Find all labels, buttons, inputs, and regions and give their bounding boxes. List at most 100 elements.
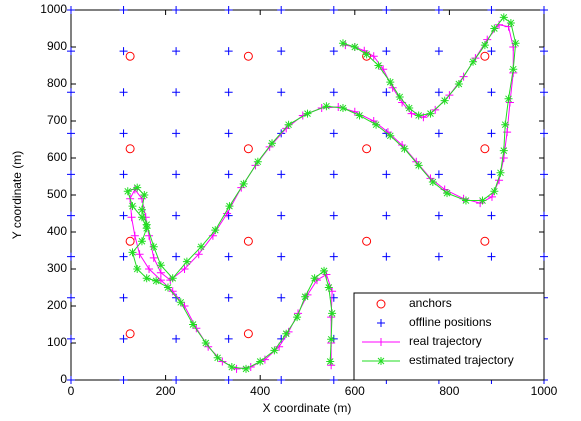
y-tick-label: 300 bbox=[47, 261, 67, 275]
point-marker bbox=[67, 376, 75, 384]
point-marker bbox=[395, 92, 404, 101]
legend-label: offline positions bbox=[409, 315, 492, 329]
point-marker bbox=[382, 47, 391, 56]
point-marker bbox=[189, 320, 198, 329]
legend-label: estimated trajectory bbox=[409, 353, 514, 367]
point-marker bbox=[67, 170, 75, 179]
point-marker bbox=[137, 237, 146, 246]
point-marker bbox=[454, 80, 463, 88]
point-marker bbox=[125, 236, 135, 246]
point-marker bbox=[213, 353, 222, 362]
point-marker bbox=[338, 104, 347, 113]
y-tick-label: 400 bbox=[47, 224, 67, 238]
point-marker bbox=[501, 120, 510, 129]
y-axis-label: Y coordinate (m) bbox=[10, 151, 24, 239]
point-marker bbox=[329, 6, 338, 14]
x-tick-label: 600 bbox=[345, 384, 365, 398]
legend-marker bbox=[377, 338, 385, 346]
point-marker bbox=[224, 293, 233, 302]
legend-marker bbox=[377, 357, 385, 365]
point-marker bbox=[224, 47, 233, 56]
point-marker bbox=[224, 170, 233, 179]
point-marker bbox=[135, 250, 144, 259]
y-tick-label: 500 bbox=[47, 187, 67, 201]
point-marker bbox=[499, 146, 508, 155]
point-marker bbox=[172, 376, 181, 384]
point-marker bbox=[329, 88, 338, 97]
point-marker bbox=[125, 329, 135, 339]
y-tick-label: 800 bbox=[47, 76, 67, 90]
point-marker bbox=[137, 205, 146, 214]
point-marker bbox=[176, 298, 185, 307]
point-marker bbox=[172, 88, 181, 97]
point-marker bbox=[329, 170, 338, 179]
y-tick-label: 900 bbox=[47, 39, 67, 53]
legend-marker bbox=[377, 319, 385, 327]
point-marker bbox=[310, 274, 319, 283]
point-marker bbox=[509, 65, 518, 74]
point-marker bbox=[506, 18, 515, 27]
point-marker bbox=[277, 88, 286, 97]
point-marker bbox=[405, 104, 414, 113]
point-marker bbox=[224, 252, 233, 261]
point-marker bbox=[480, 51, 490, 61]
point-marker bbox=[123, 187, 132, 196]
point-marker bbox=[540, 211, 548, 220]
point-marker bbox=[242, 364, 251, 373]
point-marker bbox=[322, 102, 331, 111]
point-marker bbox=[168, 287, 177, 296]
point-marker bbox=[172, 170, 181, 179]
y-tick-label: 700 bbox=[47, 113, 67, 127]
point-marker bbox=[67, 293, 75, 302]
point-marker bbox=[400, 144, 409, 153]
point-marker bbox=[540, 88, 548, 97]
point-marker bbox=[172, 252, 181, 261]
point-marker bbox=[156, 276, 165, 285]
point-marker bbox=[382, 211, 391, 220]
point-marker bbox=[67, 211, 75, 220]
point-marker bbox=[125, 51, 135, 61]
point-marker bbox=[303, 109, 312, 118]
point-marker bbox=[301, 292, 310, 301]
x-tick-label: 1000 bbox=[531, 384, 558, 398]
point-marker bbox=[152, 276, 161, 285]
point-marker bbox=[480, 236, 490, 246]
point-marker bbox=[504, 94, 513, 103]
point-marker bbox=[329, 129, 338, 138]
point-marker bbox=[480, 144, 490, 154]
point-marker bbox=[270, 346, 279, 355]
point-marker bbox=[369, 52, 378, 61]
point-marker bbox=[224, 376, 233, 384]
point-marker bbox=[374, 61, 383, 70]
point-marker bbox=[487, 170, 496, 179]
point-marker bbox=[277, 47, 286, 56]
point-marker bbox=[224, 334, 233, 343]
point-marker bbox=[128, 202, 137, 211]
point-marker bbox=[145, 265, 154, 273]
point-marker bbox=[130, 231, 139, 240]
point-marker bbox=[140, 191, 149, 199]
point-marker bbox=[495, 20, 504, 29]
point-marker bbox=[192, 324, 201, 333]
point-marker bbox=[172, 129, 181, 138]
point-marker bbox=[180, 265, 189, 273]
point-marker bbox=[67, 6, 75, 14]
point-marker bbox=[362, 50, 371, 59]
point-marker bbox=[382, 252, 391, 261]
point-marker bbox=[350, 43, 359, 51]
point-marker bbox=[119, 334, 128, 343]
point-marker bbox=[133, 265, 142, 273]
point-marker bbox=[414, 111, 423, 120]
point-marker bbox=[329, 293, 338, 302]
point-marker bbox=[284, 120, 293, 129]
point-marker bbox=[163, 283, 172, 292]
point-marker bbox=[119, 252, 128, 261]
point-marker bbox=[277, 6, 286, 14]
point-marker bbox=[499, 154, 508, 162]
point-marker bbox=[386, 131, 395, 140]
point-marker bbox=[211, 226, 220, 235]
point-marker bbox=[362, 144, 372, 154]
point-marker bbox=[487, 211, 496, 220]
point-marker bbox=[382, 88, 391, 97]
point-marker bbox=[149, 253, 158, 262]
